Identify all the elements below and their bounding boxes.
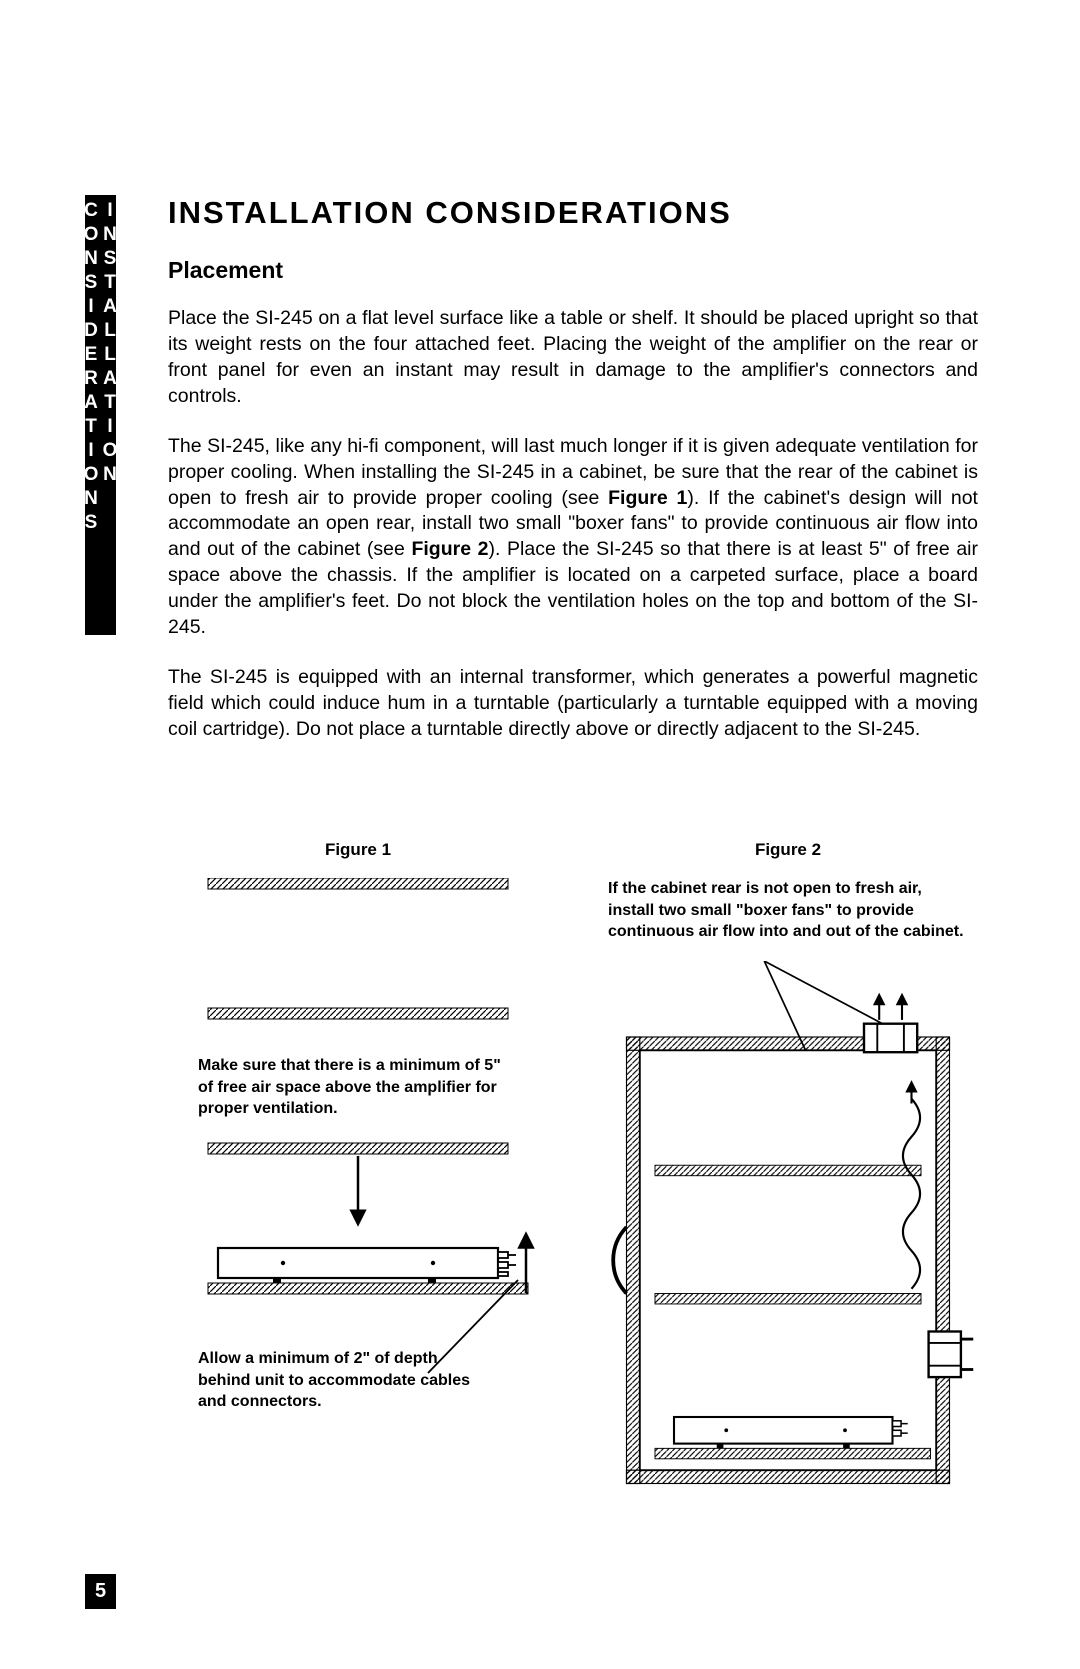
figure-2-column: Figure 2 If the cabinet rear is not open… (598, 840, 978, 1498)
figure-1-column: Figure 1 (168, 840, 548, 1498)
document-page: INSTALLATION CONSIDERATIONS 5 INSTALLATI… (0, 0, 1080, 1669)
figure-1-caption-mid: Make sure that there is a minimum of 5" … (198, 1055, 508, 1120)
figure-2-caption-top: If the cabinet rear is not open to fresh… (608, 878, 968, 943)
figure-1-title: Figure 1 (168, 840, 548, 860)
sidebar-tab-label: INSTALLATION CONSIDERATIONS (86, 200, 115, 630)
figure-2-title: Figure 2 (598, 840, 978, 860)
figure-1-ref: Figure 1 (608, 487, 687, 509)
paragraph-1: Place the SI-245 on a flat level surface… (168, 306, 978, 410)
paragraph-2: The SI-245, like any hi-fi component, wi… (168, 434, 978, 641)
figure-1-diagram (168, 878, 548, 1398)
figure-2-diagram (598, 961, 978, 1493)
figures-row: Figure 1 (168, 840, 978, 1498)
paragraph-3: The SI-245 is equipped with an internal … (168, 665, 978, 743)
page-number: 5 (85, 1574, 116, 1609)
main-content: INSTALLATION CONSIDERATIONS Placement Pl… (168, 195, 978, 767)
figure-1-caption-bottom: Allow a minimum of 2" of depth behind un… (198, 1348, 488, 1413)
page-title: INSTALLATION CONSIDERATIONS (168, 195, 978, 231)
section-heading: Placement (168, 257, 978, 284)
figure-2-ref: Figure 2 (411, 538, 488, 560)
